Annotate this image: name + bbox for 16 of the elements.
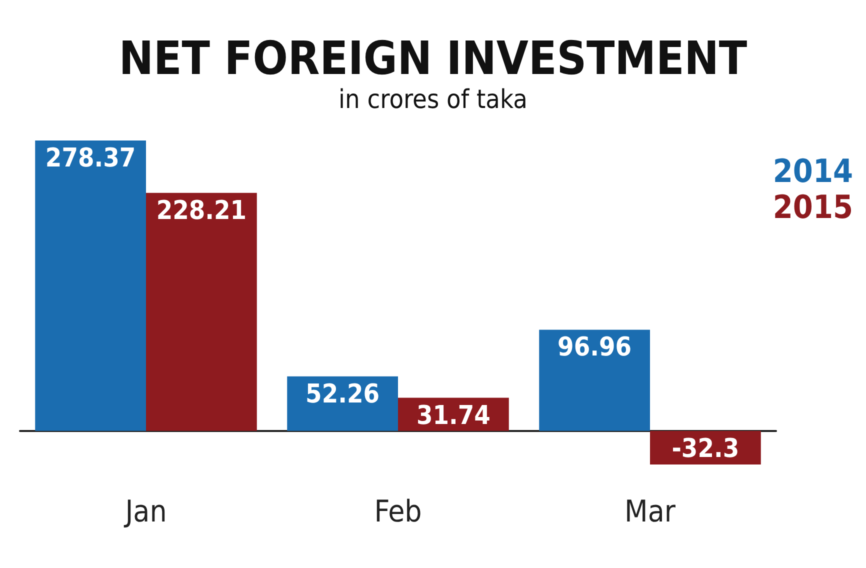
data-label: 278.37 [45, 144, 136, 174]
chart-title: NET FOREIGN INVESTMENT [118, 31, 748, 85]
data-label: 31.74 [416, 400, 490, 431]
data-label: 96.96 [558, 332, 632, 363]
bar [35, 140, 146, 431]
text: 2014 [772, 152, 853, 190]
x-tick-label: Feb [374, 494, 422, 530]
chart-subtitle: in crores of taka [338, 85, 528, 115]
bar [539, 330, 650, 431]
data-label: -32.3 [672, 434, 740, 464]
x-tick-label: Jan [123, 494, 167, 530]
data-label: 228.21 [156, 196, 247, 226]
data-label: 52.26 [306, 379, 380, 410]
x-tick-label: Mar [624, 494, 676, 530]
bar [146, 192, 257, 431]
text: 2015 [772, 188, 853, 226]
